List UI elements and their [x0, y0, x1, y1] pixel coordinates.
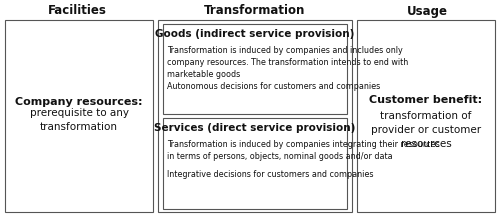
Bar	[163, 118, 347, 209]
Bar	[158, 20, 352, 212]
Text: Transformation: Transformation	[204, 5, 306, 17]
Text: Goods (indirect service provision): Goods (indirect service provision)	[156, 29, 354, 39]
Text: Usage: Usage	[406, 5, 448, 17]
Text: transformation of
provider or customer
resources: transformation of provider or customer r…	[371, 111, 481, 149]
Text: Transformation is induced by companies and includes only
company resources. The : Transformation is induced by companies a…	[167, 46, 408, 79]
Text: Integrative decisions for customers and companies: Integrative decisions for customers and …	[167, 170, 374, 179]
Text: Autonomous decisions for customers and companies: Autonomous decisions for customers and c…	[167, 82, 380, 91]
Text: Customer benefit:: Customer benefit:	[370, 95, 482, 105]
Bar	[357, 20, 495, 212]
Text: prerequisite to any
transformation: prerequisite to any transformation	[30, 108, 128, 132]
Bar	[163, 24, 347, 114]
Text: Company resources:: Company resources:	[15, 97, 143, 107]
Text: Services (direct service provision): Services (direct service provision)	[154, 123, 356, 133]
Bar	[5, 20, 153, 212]
Text: Transformation is induced by companies integrating their resources
in terms of p: Transformation is induced by companies i…	[167, 140, 440, 161]
Text: Facilities: Facilities	[48, 5, 106, 17]
